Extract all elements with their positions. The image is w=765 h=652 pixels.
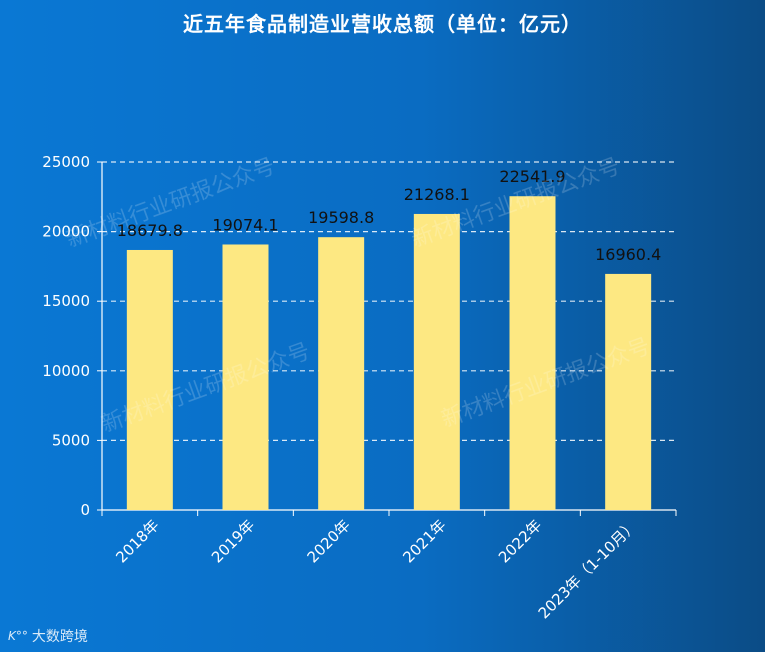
x-tick-label: 2018年 xyxy=(112,516,162,566)
axes xyxy=(97,161,677,516)
data-label: 19074.1 xyxy=(212,215,278,234)
source-logo: K°° 大数跨境 xyxy=(8,626,88,646)
y-tick-label: 5000 xyxy=(52,431,90,449)
bar xyxy=(509,196,556,511)
x-tick-label: 2021年 xyxy=(399,516,449,566)
bar xyxy=(126,249,173,511)
data-label: 18679.8 xyxy=(117,221,183,240)
data-label: 19598.8 xyxy=(308,208,374,227)
y-tick-label: 25000 xyxy=(42,153,90,171)
brand-logo-icon: K°° xyxy=(8,629,28,643)
x-tick-label: 2019年 xyxy=(208,516,258,566)
bars xyxy=(126,196,652,511)
data-label: 21268.1 xyxy=(404,185,470,204)
bar xyxy=(605,273,652,510)
source-label: 大数跨境 xyxy=(31,629,88,645)
chart-title: 近五年食品制造业营收总额（单位：亿元） xyxy=(183,12,582,36)
y-tick-label: 0 xyxy=(80,501,90,519)
y-tick-label: 20000 xyxy=(42,223,90,241)
x-tick-label: 2020年 xyxy=(304,516,354,566)
gridlines xyxy=(102,161,676,441)
bar xyxy=(318,237,365,511)
y-tick-label: 15000 xyxy=(42,292,90,310)
y-tick-label: 10000 xyxy=(42,362,90,380)
bar xyxy=(222,244,269,510)
x-tick-label: 2023年（1-10月） xyxy=(535,516,641,622)
data-label: 16960.4 xyxy=(595,245,661,264)
bar xyxy=(413,213,460,510)
x-tick-label: 2022年 xyxy=(495,516,545,566)
value-labels: 18679.8 19074.1 19598.8 21268.1 22541.9 16960… xyxy=(117,167,662,264)
data-label: 22541.9 xyxy=(499,167,565,186)
